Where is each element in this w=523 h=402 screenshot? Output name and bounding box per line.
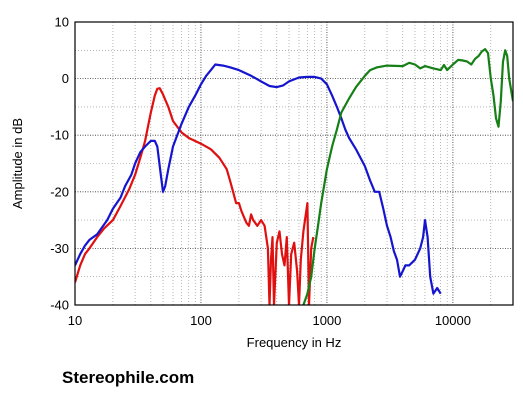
series-layer	[75, 48, 513, 305]
y-tick-label: -40	[50, 298, 69, 313]
series-line-1	[75, 87, 315, 305]
y-tick-label: 10	[55, 15, 69, 30]
x-tick-label: 100	[190, 313, 212, 328]
x-tick-label: 10	[68, 313, 82, 328]
stereophile-watermark: Stereophile.com	[62, 368, 195, 387]
y-tick-label: -10	[50, 128, 69, 143]
plot-frame	[74, 21, 514, 306]
y-axis-label: Amplitude in dB	[10, 118, 25, 209]
series-line-2	[75, 63, 442, 295]
minor-grid	[75, 22, 514, 305]
series-line-3	[302, 48, 513, 305]
y-tick-label: 0	[62, 71, 69, 86]
y-tick-label: -20	[50, 184, 69, 199]
x-axis-label: Frequency in Hz	[247, 335, 342, 350]
x-tick-label: 10000	[435, 313, 471, 328]
y-tick-label: -30	[50, 241, 69, 256]
x-tick-label: 1000	[312, 313, 341, 328]
